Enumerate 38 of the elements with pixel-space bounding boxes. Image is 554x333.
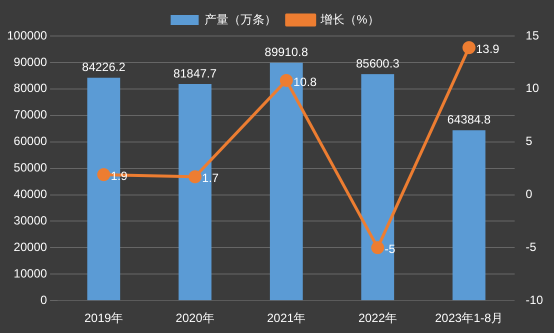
legend-label: 产量（万条）	[204, 12, 277, 26]
data-label: 84226.2	[82, 60, 126, 74]
y-tick-label: 30000	[14, 214, 48, 228]
y-tick-label: 50000	[14, 160, 48, 175]
data-label: 13.9	[476, 42, 500, 56]
y-tick-label: 100000	[6, 28, 48, 42]
point	[280, 74, 293, 87]
data-label: 81847.7	[173, 66, 218, 80]
y-tick-label: 90000	[14, 54, 48, 69]
y2-tick-label: 15	[526, 28, 540, 42]
legend-label: 增长（%）	[320, 12, 380, 26]
x-tick-label: 2022年	[358, 311, 398, 326]
y2-tick-label: -10	[526, 292, 544, 307]
y-tick-label: 10000	[14, 266, 48, 280]
point	[97, 168, 110, 182]
x-tick-label: 2020年	[176, 311, 214, 326]
y-tick-label: 20000	[14, 240, 48, 254]
y2-tick-label: 0	[526, 187, 533, 202]
y-tick-label: 70000	[14, 108, 48, 122]
data-label: 89910.8	[264, 45, 308, 60]
x-tick-label: 2019年	[84, 311, 124, 326]
bar	[452, 130, 486, 300]
y2-tick-label: -5	[526, 240, 537, 254]
point	[188, 170, 202, 184]
y-tick-label: 80000	[14, 81, 48, 96]
x-tick-label: 2021年	[267, 311, 306, 326]
bar	[361, 74, 394, 300]
point	[462, 41, 476, 54]
point	[371, 241, 384, 254]
x-tick-label: 2023年1-8月	[434, 311, 504, 326]
y-tick-label: 0	[40, 292, 48, 307]
data-label: 64384.8	[447, 112, 492, 127]
data-label: 1.9	[110, 168, 128, 183]
y2-tick-label: 10	[526, 81, 540, 96]
y2-tick-label: 5	[526, 134, 533, 148]
y-tick-label: 60000	[14, 134, 48, 148]
y-tick-label: 40000	[14, 187, 48, 202]
data-label: 85600.3	[356, 56, 400, 70]
